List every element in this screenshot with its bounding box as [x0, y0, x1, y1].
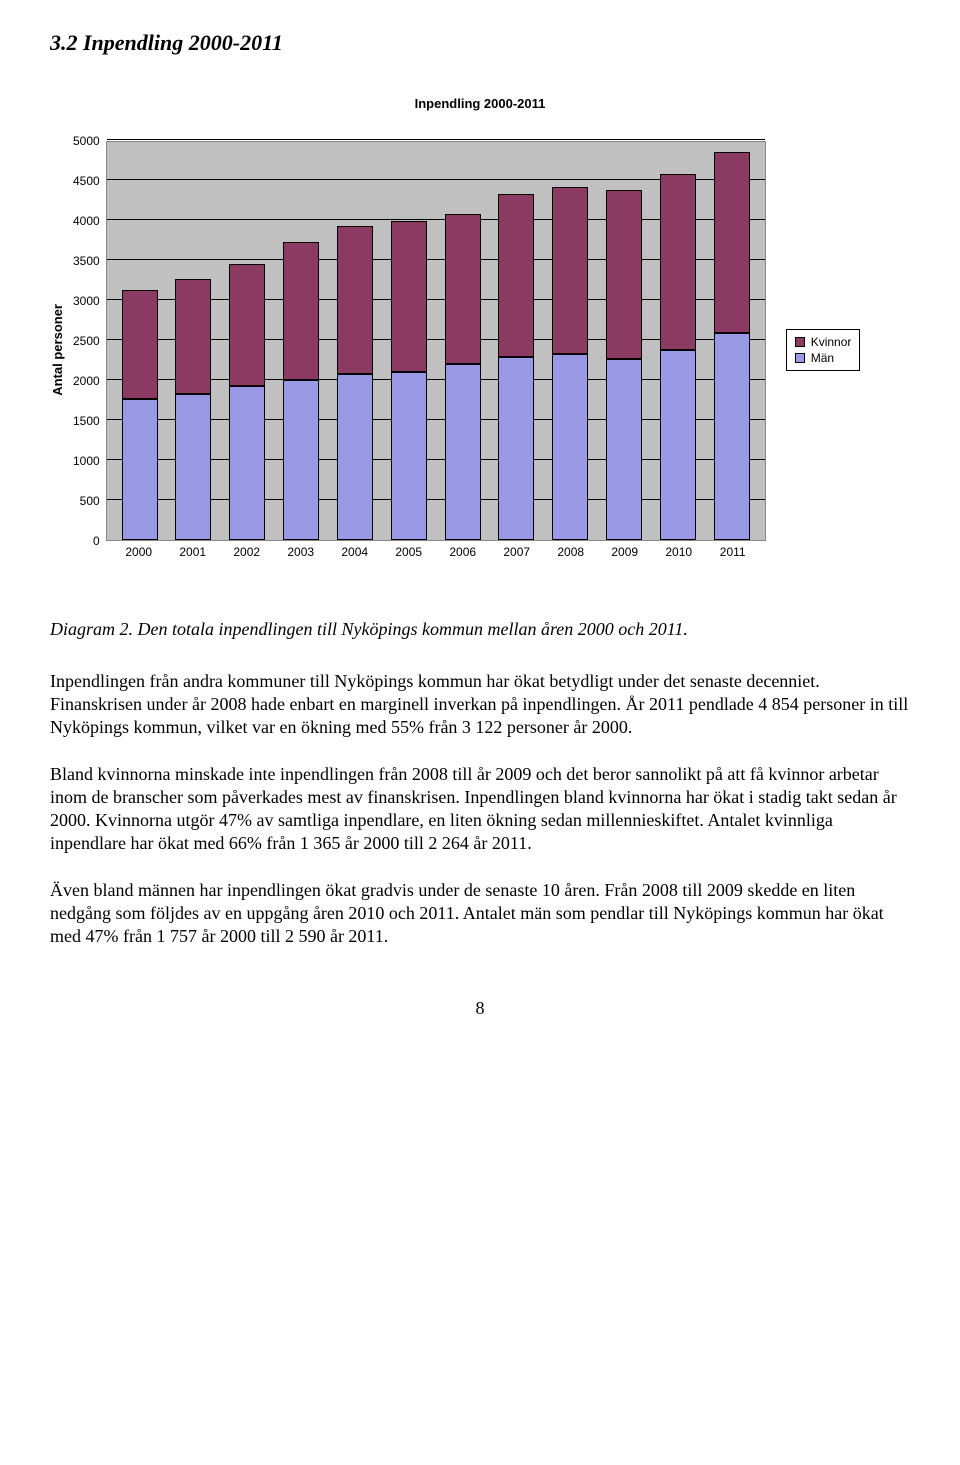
legend-swatch-man	[795, 353, 805, 363]
x-tick: 2000	[121, 545, 157, 559]
legend-item-kvinnor: Kvinnor	[795, 334, 852, 350]
chart-body: 0500100015002000250030003500400045005000…	[73, 141, 766, 559]
bar-segment-kvinnor	[175, 279, 211, 393]
legend-label-man: Män	[811, 351, 834, 365]
bar	[498, 194, 534, 540]
chart: Antal personer 0500100015002000250030003…	[50, 141, 910, 559]
plot-area	[106, 141, 766, 541]
bar-segment-man	[229, 386, 265, 540]
bar-segment-man	[714, 333, 750, 540]
legend-swatch-kvinnor	[795, 337, 805, 347]
x-tick: 2005	[391, 545, 427, 559]
x-tick: 2002	[229, 545, 265, 559]
bar-segment-kvinnor	[229, 264, 265, 386]
x-tick: 2011	[715, 545, 751, 559]
bar	[122, 290, 158, 540]
x-tick: 2009	[607, 545, 643, 559]
bar-segment-kvinnor	[391, 221, 427, 372]
bar	[660, 174, 696, 540]
bar-segment-kvinnor	[283, 242, 319, 380]
x-tick: 2004	[337, 545, 373, 559]
chart-title: Inpendling 2000-2011	[50, 96, 910, 111]
bar-segment-kvinnor	[498, 194, 534, 357]
section-heading: 3.2 Inpendling 2000-2011	[50, 30, 910, 56]
bar	[337, 226, 373, 540]
paragraph-3: Även bland männen har inpendlingen ökat …	[50, 879, 910, 948]
bar-segment-kvinnor	[606, 190, 642, 360]
bar-segment-man	[660, 350, 696, 540]
bar	[175, 279, 211, 540]
bar-segment-man	[337, 374, 373, 540]
x-axis: 2000 2001 2002 2003 2004 2005 2006 2007 2008 2009…	[106, 541, 766, 559]
bar-segment-kvinnor	[714, 152, 750, 333]
x-tick: 2007	[499, 545, 535, 559]
bar-segment-man	[606, 359, 642, 540]
legend-item-man: Män	[795, 350, 852, 366]
paragraph-1: Inpendlingen från andra kommuner till Ny…	[50, 670, 910, 739]
bar-segment-man	[445, 364, 481, 540]
bar-segment-man	[122, 399, 158, 540]
bar-segment-man	[552, 354, 588, 540]
x-tick: 2001	[175, 545, 211, 559]
x-tick: 2003	[283, 545, 319, 559]
paragraph-2: Bland kvinnorna minskade inte inpendling…	[50, 763, 910, 855]
bar	[229, 264, 265, 540]
y-axis-label: Antal personer	[50, 304, 65, 396]
figure-caption: Diagram 2. Den totala inpendlingen till …	[50, 619, 910, 640]
bar	[606, 190, 642, 540]
page-number: 8	[50, 998, 910, 1019]
bar-segment-man	[391, 372, 427, 540]
bar	[714, 152, 750, 540]
x-tick: 2010	[661, 545, 697, 559]
bar	[552, 187, 588, 540]
bar	[445, 214, 481, 540]
bar	[391, 221, 427, 540]
y-axis: 0500100015002000250030003500400045005000	[73, 141, 106, 541]
bar-segment-kvinnor	[552, 187, 588, 354]
bar-segment-man	[498, 357, 534, 540]
bar-segment-kvinnor	[337, 226, 373, 374]
legend: Kvinnor Män	[786, 329, 861, 371]
legend-label-kvinnor: Kvinnor	[811, 335, 852, 349]
bar-segment-man	[283, 380, 319, 540]
bar-segment-kvinnor	[445, 214, 481, 364]
bar-segment-man	[175, 394, 211, 540]
x-tick: 2008	[553, 545, 589, 559]
bar-segment-kvinnor	[122, 290, 158, 399]
bar	[283, 242, 319, 540]
x-tick: 2006	[445, 545, 481, 559]
bar-segment-kvinnor	[660, 174, 696, 349]
